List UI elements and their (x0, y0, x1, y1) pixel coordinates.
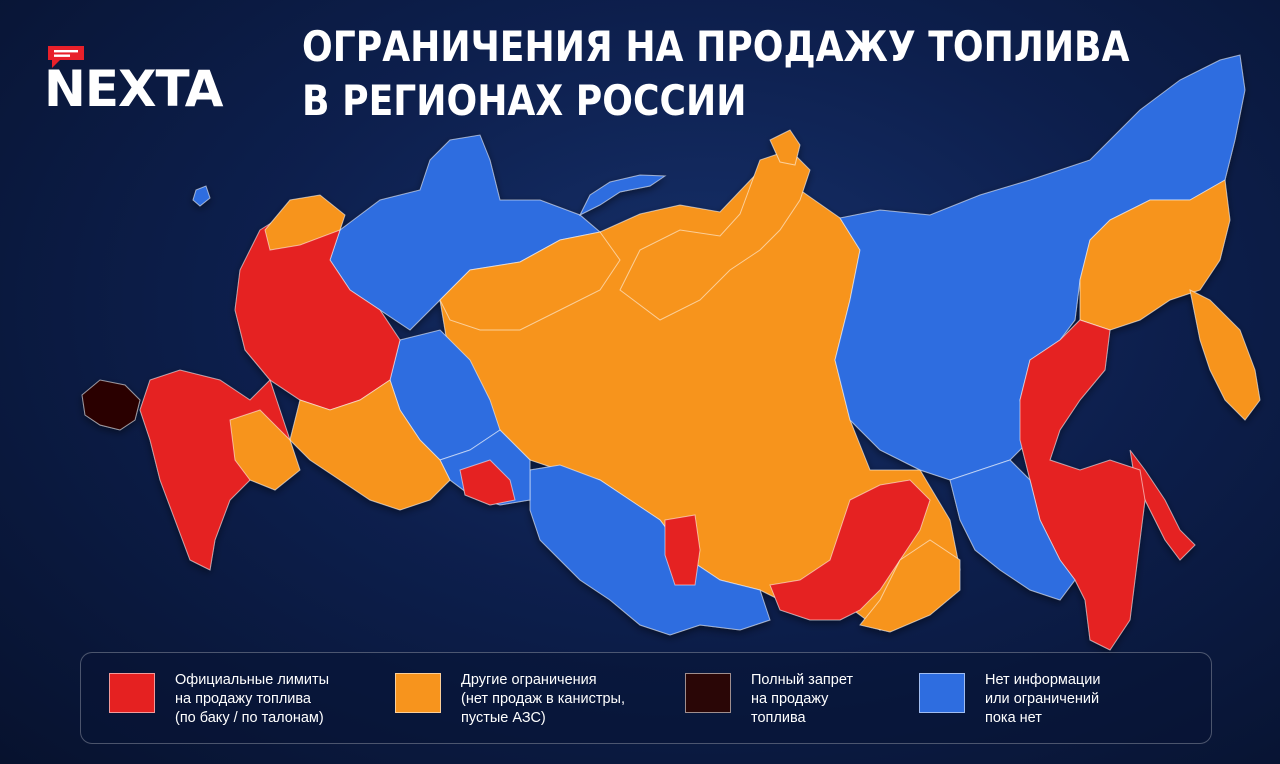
region-south-siberia (529, 464, 771, 636)
title-line-2: В РЕГИОНАХ РОССИИ (302, 76, 747, 125)
region-kamchatka (1189, 289, 1261, 421)
legend-swatch-dark (685, 673, 731, 713)
region-northwest-blue (329, 134, 602, 331)
region-taymyr (619, 149, 811, 321)
region-far-east-red (1019, 319, 1146, 651)
legend-swatch-orange (395, 673, 441, 713)
region-arctic-islands (769, 129, 801, 166)
legend-swatch-red (109, 673, 155, 713)
region-volga (289, 379, 451, 511)
region-volgograd (229, 409, 301, 491)
page-title: ОГРАНИЧЕНИЯ НА ПРОДАЖУ ТОПЛИВА В РЕГИОНА… (302, 20, 1130, 128)
legend-label: Полный запрет на продажу топлива (751, 672, 854, 726)
logo-chat-icon (48, 46, 84, 68)
legend-label: Официальные лимиты на продажу топлива (п… (175, 672, 330, 726)
nexta-logo: NEXTA (44, 42, 264, 122)
region-yamal (439, 231, 621, 331)
region-orenburg (459, 459, 516, 506)
region-kaliningrad (192, 185, 211, 207)
legend: Официальные лимиты на продажу топлива (п… (80, 652, 1212, 744)
region-amur (949, 459, 1076, 601)
legend-label: Другие ограничения (нет продаж в канистр… (461, 672, 625, 726)
brand-name: NEXTA (44, 60, 223, 118)
region-crimea (81, 379, 141, 431)
region-buryatia (859, 539, 961, 633)
region-leningrad (264, 194, 346, 251)
legend-swatch-blue (919, 673, 965, 713)
region-transbaikal (769, 479, 931, 621)
region-altai-red (664, 514, 701, 586)
legend-label: Нет информации или ограничений пока нет (985, 672, 1101, 726)
title-line-1: ОГРАНИЧЕНИЯ НА ПРОДАЖУ ТОПЛИВА (302, 22, 1130, 71)
region-novaya-zemlya (578, 174, 667, 217)
